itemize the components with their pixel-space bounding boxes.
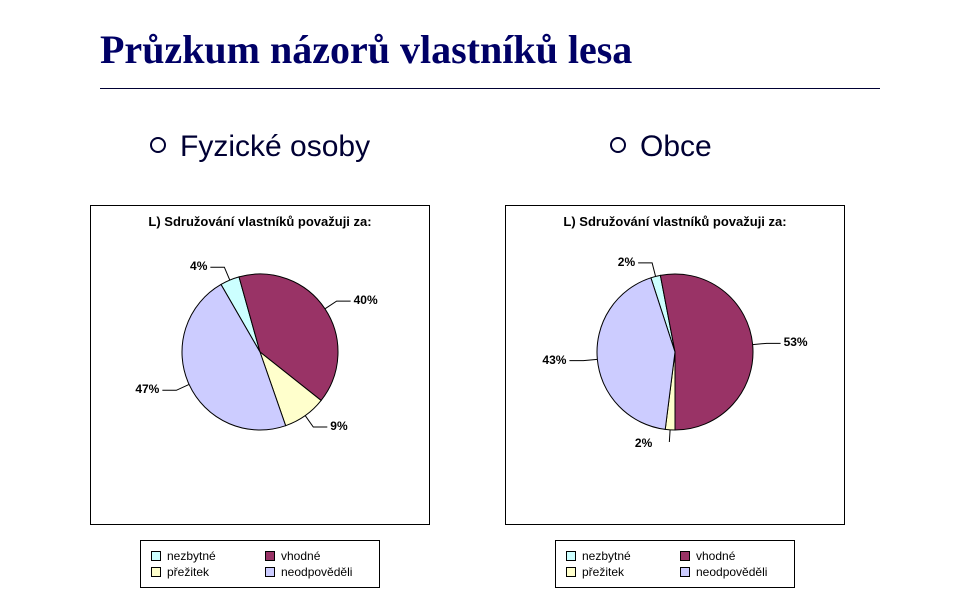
- legend-row: přežitek neodpověděli: [151, 565, 369, 579]
- chart-right-pie-area: 2%53%2%43%: [506, 242, 844, 442]
- pie-slice-label: 43%: [542, 353, 566, 367]
- swatch-icon: [265, 551, 275, 561]
- chart-right-title: L) Sdružování vlastníků považuji za:: [506, 214, 844, 229]
- bullet-icon: [150, 137, 166, 153]
- subhead-left-text: Fyzické osoby: [180, 130, 370, 163]
- legend-item-nezbytne: nezbytné: [566, 549, 656, 563]
- page-title: Průzkum názorů vlastníků lesa: [100, 26, 632, 73]
- swatch-icon: [265, 567, 275, 577]
- legend-item-vhodne: vhodné: [680, 549, 770, 563]
- pie-slice-label: 2%: [635, 436, 652, 450]
- legend-left: nezbytné vhodné přežitek neodpověděli: [140, 540, 380, 588]
- legend-item-prezitek: přežitek: [566, 565, 656, 579]
- legend-item-nezbytne: nezbytné: [151, 549, 241, 563]
- pie-slice-label: 40%: [354, 293, 378, 307]
- swatch-icon: [151, 551, 161, 561]
- slide: Průzkum názorů vlastníků lesa Fyzické os…: [0, 0, 959, 613]
- swatch-icon: [680, 567, 690, 577]
- pie-slice-label: 4%: [190, 259, 207, 273]
- subhead-right: Obce: [610, 130, 712, 164]
- chart-left-title: L) Sdružování vlastníků považuji za:: [91, 214, 429, 229]
- legend-label: nezbytné: [167, 549, 216, 563]
- legend-right: nezbytné vhodné přežitek neodpověděli: [555, 540, 795, 588]
- bullet-icon: [610, 137, 626, 153]
- legend-row: nezbytné vhodné: [151, 549, 369, 563]
- swatch-icon: [151, 567, 161, 577]
- legend-label: nezbytné: [582, 549, 631, 563]
- legend-item-neodpovedeli: neodpověděli: [680, 565, 770, 579]
- legend-item-prezitek: přežitek: [151, 565, 241, 579]
- subhead-left: Fyzické osoby: [150, 130, 370, 164]
- legend-row: nezbytné vhodné: [566, 549, 784, 563]
- swatch-icon: [566, 567, 576, 577]
- chart-left-pie-area: 4% 40% 9% 47%: [91, 242, 429, 442]
- pie-slice-label: 53%: [784, 335, 808, 349]
- chart-right-box: L) Sdružování vlastníků považuji za: 2% 5…: [505, 205, 845, 525]
- legend-row: přežitek neodpověděli: [566, 565, 784, 579]
- title-rule: [100, 88, 880, 89]
- swatch-icon: [680, 551, 690, 561]
- pie-slice-label: 47%: [135, 382, 159, 396]
- swatch-icon: [566, 551, 576, 561]
- legend-label: vhodné: [281, 549, 320, 563]
- legend-label: neodpověděli: [696, 565, 767, 579]
- legend-label: přežitek: [167, 565, 209, 579]
- pie-slice-label: 2%: [618, 255, 635, 269]
- legend-item-vhodne: vhodné: [265, 549, 355, 563]
- chart-left-box: L) Sdružování vlastníků považuji za: 4%4…: [90, 205, 430, 525]
- subhead-right-text: Obce: [640, 130, 712, 163]
- legend-label: vhodné: [696, 549, 735, 563]
- legend-item-neodpovedeli: neodpověděli: [265, 565, 355, 579]
- legend-label: neodpověděli: [281, 565, 352, 579]
- pie-slice-label: 9%: [330, 419, 347, 433]
- legend-label: přežitek: [582, 565, 624, 579]
